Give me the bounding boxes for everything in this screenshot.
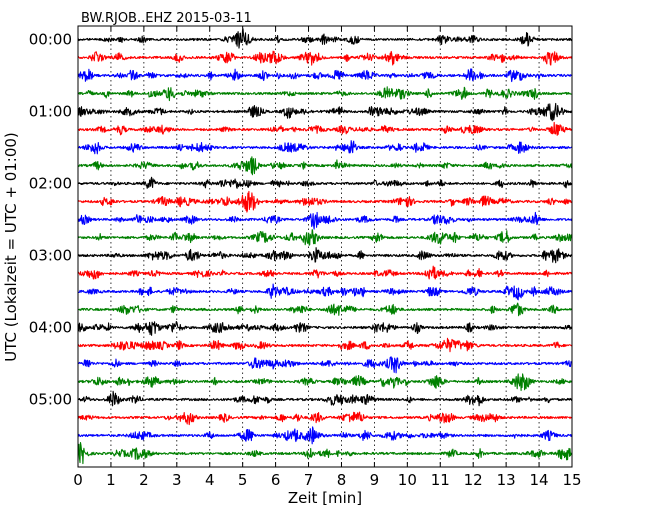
trace-line [77, 442, 573, 465]
x-tick-label: 10 [398, 471, 417, 489]
trace-line [77, 302, 573, 317]
x-tick-label: 3 [172, 471, 182, 489]
trace-line [77, 411, 573, 426]
trace-line [77, 390, 573, 407]
x-tick-label: 0 [73, 471, 83, 489]
trace-line [77, 28, 573, 49]
x-tick-label: 7 [304, 471, 314, 489]
trace-line [77, 283, 573, 301]
y-tick-label: 00:00 [29, 31, 72, 49]
y-axis-label: UTC (Lokalzeit = UTC + 01:00) [2, 132, 20, 362]
trace-line [77, 337, 573, 353]
trace-line [77, 140, 573, 155]
trace-line [77, 265, 573, 280]
axis-ticks: 0 1 2 3 4 5 6 7 8 9 10 11 12 13 14 1500:0001:0002:0003:… [29, 26, 582, 489]
y-tick-label: 02:00 [29, 175, 72, 193]
trace-line [77, 50, 573, 66]
trace-line [77, 229, 573, 246]
y-tick-label: 03:00 [29, 247, 72, 265]
x-tick-label: 15 [562, 471, 581, 489]
trace-line [77, 102, 573, 122]
y-tick-label: 01:00 [29, 103, 72, 121]
x-tick-label: 2 [139, 471, 149, 489]
trace-line [77, 426, 573, 445]
x-tick-label: 11 [431, 471, 450, 489]
x-tick-label: 8 [337, 471, 347, 489]
x-tick-label: 6 [271, 471, 281, 489]
y-tick-label: 05:00 [29, 391, 72, 409]
x-tick-label: 4 [205, 471, 215, 489]
x-axis-label: Zeit [min] [288, 489, 362, 507]
x-tick-label: 9 [370, 471, 380, 489]
y-tick-label: 04:00 [29, 319, 72, 337]
trace-line [77, 247, 573, 264]
trace-line [77, 321, 573, 336]
x-tick-label: 14 [530, 471, 549, 489]
trace-line [77, 68, 573, 83]
plot-frame [77, 25, 573, 468]
x-tick-label: 5 [238, 471, 248, 489]
grid-lines [110, 26, 540, 467]
trace-line [77, 121, 573, 136]
x-tick-label: 12 [464, 471, 483, 489]
x-tick-label: 1 [106, 471, 116, 489]
trace-line [77, 86, 573, 102]
chart-title: BW.RJOB..EHZ 2015-03-11 [81, 11, 252, 26]
trace-line [77, 211, 573, 230]
trace-line [77, 176, 573, 189]
x-tick-label: 13 [497, 471, 516, 489]
trace-line [77, 373, 573, 392]
trace-line [77, 190, 573, 213]
trace-lines [77, 28, 573, 465]
trace-line [77, 156, 573, 176]
trace-line [77, 356, 573, 374]
